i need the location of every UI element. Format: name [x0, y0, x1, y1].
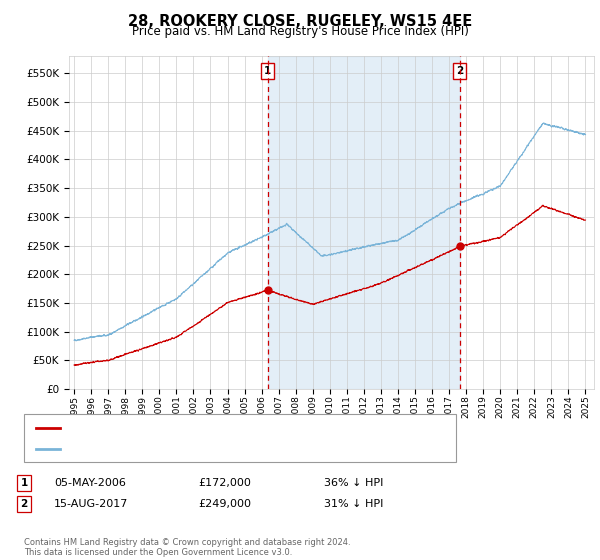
Text: £172,000: £172,000	[198, 478, 251, 488]
Text: Price paid vs. HM Land Registry's House Price Index (HPI): Price paid vs. HM Land Registry's House …	[131, 25, 469, 38]
Text: 2: 2	[456, 66, 463, 76]
Text: 05-MAY-2006: 05-MAY-2006	[54, 478, 126, 488]
Text: 28, ROOKERY CLOSE, RUGELEY, WS15 4EE (detached house): 28, ROOKERY CLOSE, RUGELEY, WS15 4EE (de…	[66, 423, 382, 433]
Text: 15-AUG-2017: 15-AUG-2017	[54, 499, 128, 509]
Text: 28, ROOKERY CLOSE, RUGELEY, WS15 4EE: 28, ROOKERY CLOSE, RUGELEY, WS15 4EE	[128, 14, 472, 29]
Text: 2: 2	[20, 499, 28, 509]
Text: 1: 1	[20, 478, 28, 488]
Text: 36% ↓ HPI: 36% ↓ HPI	[324, 478, 383, 488]
Text: Contains HM Land Registry data © Crown copyright and database right 2024.
This d: Contains HM Land Registry data © Crown c…	[24, 538, 350, 557]
Text: HPI: Average price, detached house, Lichfield: HPI: Average price, detached house, Lich…	[66, 444, 303, 454]
Text: 31% ↓ HPI: 31% ↓ HPI	[324, 499, 383, 509]
Text: 1: 1	[264, 66, 271, 76]
Bar	[268, 56, 460, 389]
Text: £249,000: £249,000	[198, 499, 251, 509]
